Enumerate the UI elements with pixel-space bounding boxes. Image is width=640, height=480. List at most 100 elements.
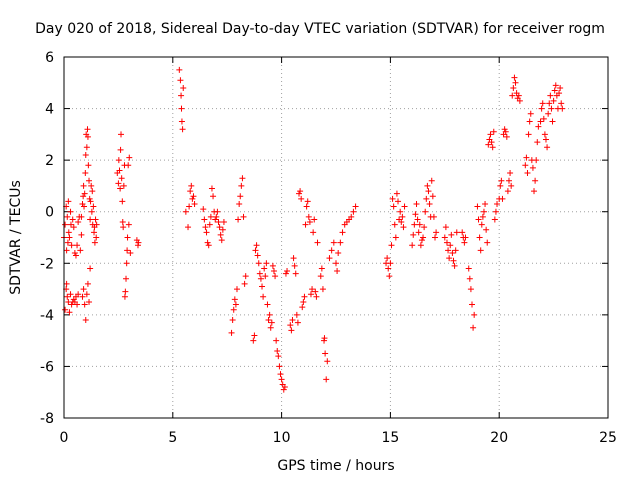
data-point — [67, 291, 74, 298]
data-point — [124, 247, 131, 254]
data-point — [384, 255, 391, 262]
data-point — [451, 262, 458, 269]
x-tick-label: 20 — [490, 430, 508, 446]
data-point — [547, 92, 554, 99]
data-point — [66, 309, 73, 316]
data-point — [488, 139, 495, 146]
data-point — [64, 293, 71, 300]
data-point — [120, 224, 127, 231]
data-point — [429, 193, 436, 200]
data-point — [474, 203, 481, 210]
data-point — [212, 216, 219, 223]
data-point — [453, 229, 460, 236]
data-point — [418, 237, 425, 244]
data-point — [90, 203, 97, 210]
data-point — [504, 188, 511, 195]
data-point — [319, 286, 326, 293]
data-point — [201, 216, 208, 223]
data-point — [68, 301, 75, 308]
data-point — [461, 239, 468, 246]
y-tick-label: -4 — [40, 308, 54, 324]
data-point — [126, 154, 133, 161]
data-point — [276, 363, 283, 370]
data-point — [390, 203, 397, 210]
data-point — [323, 376, 330, 383]
data-point — [509, 92, 516, 99]
data-point — [449, 249, 456, 256]
data-point — [289, 317, 296, 324]
data-point — [542, 136, 549, 143]
data-point — [392, 234, 399, 241]
data-point — [284, 268, 291, 275]
x-tick-label: 0 — [60, 430, 69, 446]
data-point — [220, 219, 227, 226]
data-point — [236, 200, 243, 207]
data-point — [206, 221, 213, 228]
data-point — [442, 224, 449, 231]
data-point — [544, 144, 551, 151]
data-point — [502, 128, 509, 135]
data-point — [432, 234, 439, 241]
data-point — [430, 213, 437, 220]
data-point — [305, 213, 312, 220]
data-point — [300, 298, 307, 305]
data-point — [242, 273, 249, 280]
data-point — [304, 198, 311, 205]
data-point — [91, 239, 98, 246]
x-tick-label: 10 — [273, 430, 291, 446]
data-point — [267, 324, 274, 331]
data-point — [280, 386, 287, 393]
data-point — [410, 231, 417, 238]
data-point — [388, 242, 395, 249]
data-point — [328, 247, 335, 254]
data-points — [61, 66, 566, 393]
data-point — [333, 260, 339, 267]
data-point — [251, 332, 258, 339]
data-point — [88, 182, 95, 189]
data-point — [82, 151, 89, 158]
data-point — [401, 203, 408, 210]
data-point — [287, 322, 294, 329]
data-point — [202, 224, 209, 231]
data-point — [116, 167, 123, 174]
data-point — [62, 306, 69, 313]
data-point — [127, 249, 134, 256]
data-point — [317, 273, 324, 280]
data-point — [483, 226, 490, 233]
data-point — [119, 198, 126, 205]
data-point — [83, 144, 90, 151]
data-point — [546, 100, 553, 107]
data-point — [84, 133, 91, 140]
data-point — [80, 182, 87, 189]
data-point — [422, 208, 429, 215]
data-point — [296, 190, 303, 197]
data-point — [477, 247, 484, 254]
data-point — [475, 216, 482, 223]
data-point — [85, 162, 92, 169]
data-point — [490, 128, 497, 135]
data-point — [318, 265, 325, 272]
data-point — [80, 286, 87, 293]
data-point — [334, 268, 341, 275]
data-point — [535, 123, 542, 130]
data-point — [294, 319, 301, 326]
data-point — [322, 350, 329, 357]
data-point — [269, 262, 276, 269]
data-point — [268, 319, 275, 326]
data-point — [415, 229, 422, 236]
data-point — [470, 324, 477, 331]
data-point — [330, 239, 337, 246]
data-point — [93, 221, 100, 228]
data-point — [256, 270, 263, 277]
data-point — [204, 239, 211, 246]
data-point — [489, 144, 496, 151]
data-point — [231, 296, 238, 303]
data-point — [191, 200, 198, 207]
data-point — [552, 82, 559, 89]
data-point — [397, 208, 404, 215]
data-point — [78, 213, 85, 220]
data-point — [309, 286, 316, 293]
data-point — [559, 105, 566, 112]
data-point — [537, 118, 544, 125]
data-point — [512, 79, 519, 86]
